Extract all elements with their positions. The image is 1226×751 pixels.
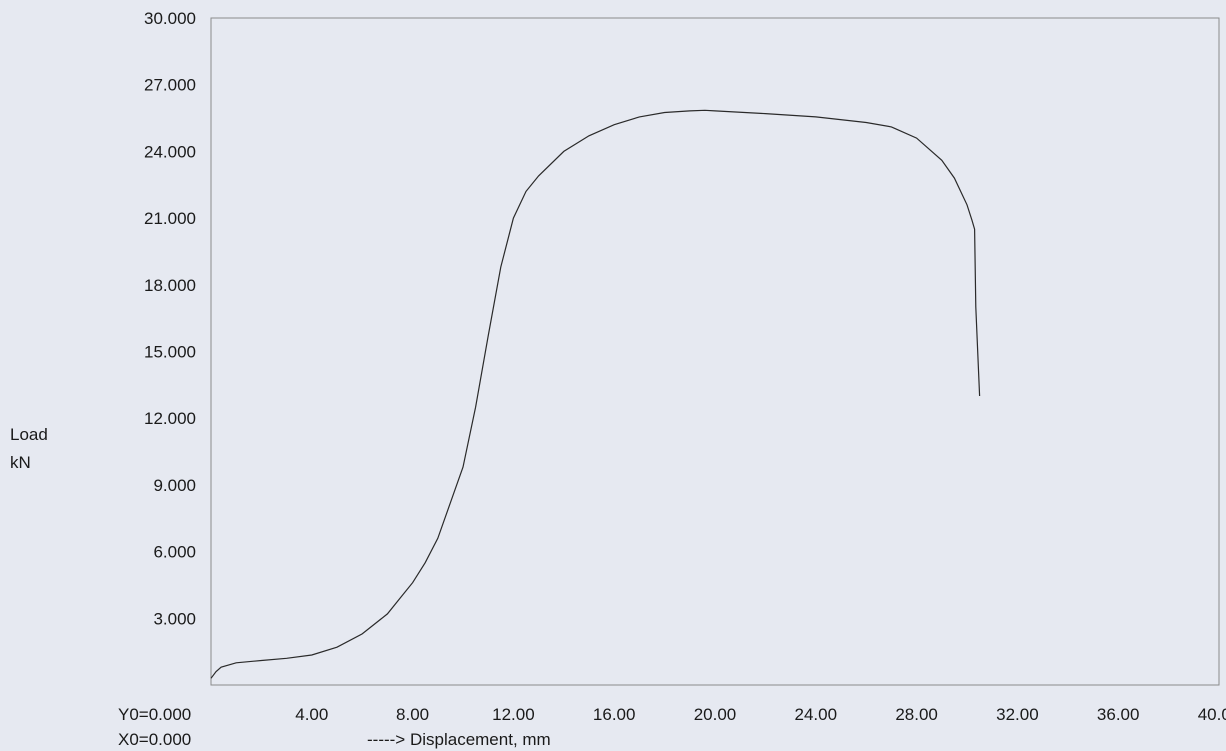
y-tick-label: 12.000 xyxy=(144,409,196,428)
x-tick-label: 16.00 xyxy=(593,705,636,724)
x-tick-label: 40.00 xyxy=(1198,705,1226,724)
y-tick-label: 18.000 xyxy=(144,276,196,295)
y-tick-label: 3.000 xyxy=(153,609,196,628)
load-displacement-curve xyxy=(210,109,981,679)
y-tick-label: 30.000 xyxy=(144,9,196,28)
y-tick-label: 15.000 xyxy=(144,343,196,362)
y-axis-label-line2: kN xyxy=(10,453,31,472)
y-axis-label-line1: Load xyxy=(10,425,48,444)
y-tick-label: 24.000 xyxy=(144,142,196,161)
x-tick-label: 36.00 xyxy=(1097,705,1140,724)
x-tick-label: 24.00 xyxy=(795,705,838,724)
y-tick-label: 27.000 xyxy=(144,76,196,95)
x-tick-label: 12.00 xyxy=(492,705,535,724)
x-tick-label: 20.00 xyxy=(694,705,737,724)
y-tick-label: 9.000 xyxy=(153,476,196,495)
x-axis-label: -----> Displacement, mm xyxy=(367,730,551,749)
x-tick-label: 32.00 xyxy=(996,705,1039,724)
y-origin-label: Y0=0.000 xyxy=(118,705,191,724)
x-tick-label: 28.00 xyxy=(895,705,938,724)
x-axis-ticks: 4.00 8.00 12.00 16.00 20.00 24.00 28.00 32.00 36… xyxy=(295,705,1226,724)
x-tick-label: 8.00 xyxy=(396,705,429,724)
y-tick-label: 21.000 xyxy=(144,209,196,228)
x-tick-label: 4.00 xyxy=(295,705,328,724)
x-origin-label: X0=0.000 xyxy=(118,730,191,749)
plot-frame xyxy=(210,17,1220,686)
y-axis-ticks: 3.000 6.000 9.000 12.000 15.000 18.000 21.000 2… xyxy=(144,9,196,628)
y-tick-label: 6.000 xyxy=(153,543,196,562)
